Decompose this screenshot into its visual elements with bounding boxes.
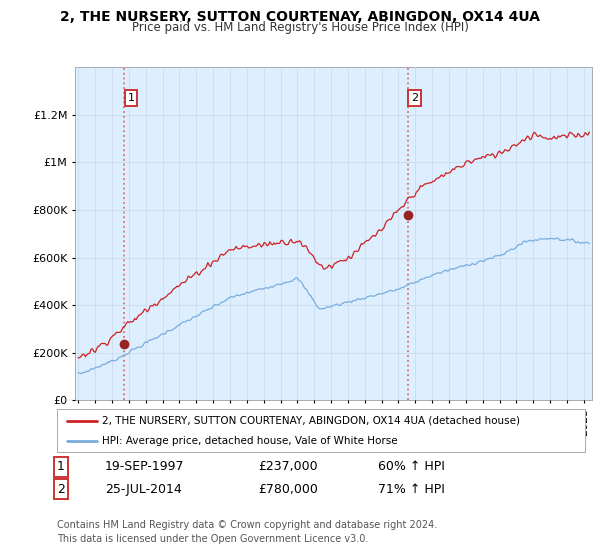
Text: £780,000: £780,000 — [258, 483, 318, 496]
Text: 25-JUL-2014: 25-JUL-2014 — [105, 483, 182, 496]
Text: HPI: Average price, detached house, Vale of White Horse: HPI: Average price, detached house, Vale… — [102, 436, 398, 446]
Text: 2, THE NURSERY, SUTTON COURTENAY, ABINGDON, OX14 4UA: 2, THE NURSERY, SUTTON COURTENAY, ABINGD… — [60, 10, 540, 24]
Text: 19-SEP-1997: 19-SEP-1997 — [105, 460, 185, 473]
Text: Price paid vs. HM Land Registry's House Price Index (HPI): Price paid vs. HM Land Registry's House … — [131, 21, 469, 34]
Text: 71% ↑ HPI: 71% ↑ HPI — [378, 483, 445, 496]
Text: 1: 1 — [57, 460, 65, 473]
Text: 2: 2 — [411, 93, 418, 103]
Text: 1: 1 — [128, 93, 134, 103]
Text: Contains HM Land Registry data © Crown copyright and database right 2024.
This d: Contains HM Land Registry data © Crown c… — [57, 520, 437, 544]
Text: 2, THE NURSERY, SUTTON COURTENAY, ABINGDON, OX14 4UA (detached house): 2, THE NURSERY, SUTTON COURTENAY, ABINGD… — [102, 416, 520, 426]
Text: £237,000: £237,000 — [258, 460, 317, 473]
Text: 60% ↑ HPI: 60% ↑ HPI — [378, 460, 445, 473]
Text: 2: 2 — [57, 483, 65, 496]
